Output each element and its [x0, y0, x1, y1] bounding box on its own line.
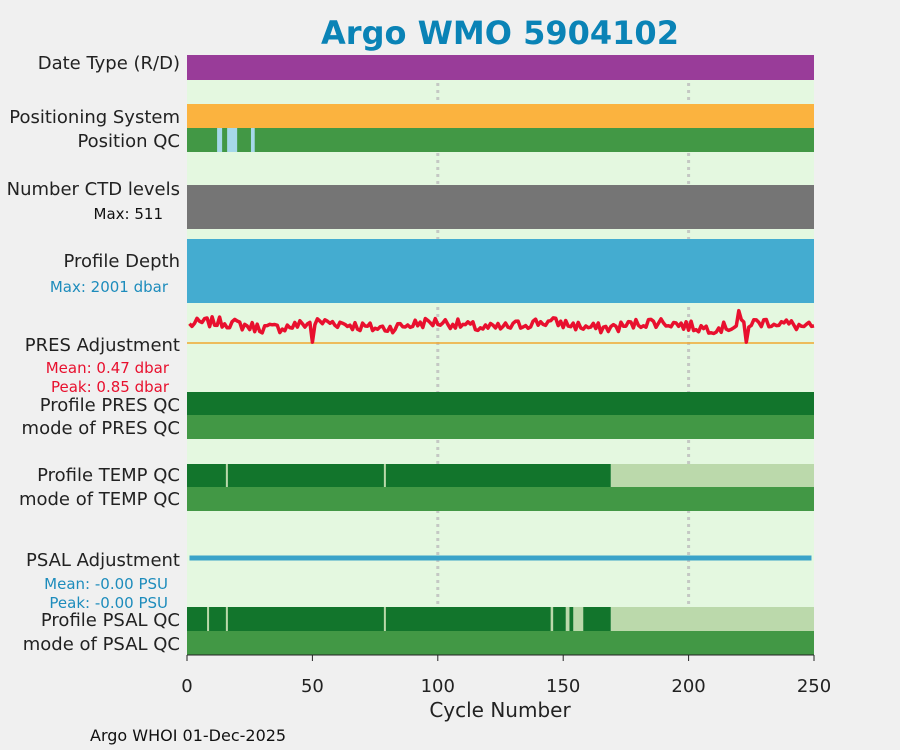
x-tick-label-50: 50 — [301, 676, 324, 697]
bar-row6-seg0 — [187, 392, 814, 415]
bar-row2-seg3 — [250, 128, 255, 152]
bar-row2-seg2 — [227, 128, 238, 152]
label-mode-psal-qc: mode of PSAL QC — [23, 634, 180, 655]
plot-background — [187, 55, 814, 655]
bar-row11-seg3 — [225, 607, 228, 631]
x-tick-label-200: 200 — [671, 676, 705, 697]
note-psal-peak: Peak: -0.00 PSU — [49, 594, 168, 612]
x-tick-label-150: 150 — [546, 676, 580, 697]
bar-row1-seg0 — [187, 104, 814, 128]
grid-lines — [436, 55, 691, 655]
label-profile-pres-qc: Profile PRES QC — [40, 395, 180, 416]
bar-row11-seg1 — [610, 607, 814, 631]
bar-row11-seg6 — [565, 607, 570, 631]
label-ctd-levels: Number CTD levels — [7, 179, 180, 200]
bar-row8-seg0 — [187, 464, 611, 487]
pres-adjustment-line — [188, 308, 815, 344]
footer-credit: Argo WHOI 01-Dec-2025 — [90, 726, 286, 745]
bar-row11-seg0 — [187, 607, 611, 631]
x-axis: 0 50 100 150 200 250 — [181, 654, 831, 697]
bar-row11-seg2 — [207, 607, 210, 631]
x-tick-label-0: 0 — [181, 676, 192, 697]
status-bars — [187, 55, 814, 655]
bar-row2-seg0 — [187, 128, 814, 152]
adjustment-lines — [187, 308, 815, 561]
label-date-type: Date Type (R/D) — [38, 53, 180, 74]
bar-row11-seg4 — [383, 607, 386, 631]
note-pres-peak: Peak: 0.85 dbar — [51, 378, 170, 396]
bar-row12-seg0 — [187, 631, 814, 655]
bar-row2-seg1 — [217, 128, 223, 152]
note-pres-mean: Mean: 0.47 dbar — [46, 359, 170, 377]
bar-row9-seg0 — [187, 487, 814, 511]
note-ctd-max: Max: 511 — [94, 205, 163, 223]
label-position-qc: Position QC — [77, 131, 180, 152]
chart-title: Argo WMO 5904102 — [321, 14, 679, 52]
label-profile-psal-qc: Profile PSAL QC — [41, 610, 180, 631]
label-pres-adjustment: PRES Adjustment — [25, 335, 180, 356]
bar-row11-seg5 — [550, 607, 554, 631]
bar-row7-seg0 — [187, 415, 814, 439]
label-mode-pres-qc: mode of PRES QC — [22, 418, 180, 439]
bar-row8-seg3 — [383, 464, 386, 487]
x-tick-label-250: 250 — [797, 676, 831, 697]
x-axis-label: Cycle Number — [429, 698, 571, 722]
x-tick-label-100: 100 — [421, 676, 455, 697]
label-positioning-system: Positioning System — [9, 107, 180, 128]
label-profile-temp-qc: Profile TEMP QC — [37, 465, 180, 486]
label-mode-temp-qc: mode of TEMP QC — [19, 489, 180, 510]
bar-row8-seg2 — [225, 464, 228, 487]
note-psal-mean: Mean: -0.00 PSU — [44, 575, 168, 593]
bar-row11-seg7 — [573, 607, 584, 631]
bar-row8-seg1 — [610, 464, 814, 487]
bar-row0-seg0 — [187, 55, 814, 80]
bar-row3-seg0 — [187, 185, 814, 229]
note-depth-max: Max: 2001 dbar — [50, 278, 169, 296]
label-profile-depth: Profile Depth — [63, 251, 180, 272]
label-psal-adjustment: PSAL Adjustment — [26, 550, 180, 571]
bar-row4-seg0 — [187, 239, 814, 303]
